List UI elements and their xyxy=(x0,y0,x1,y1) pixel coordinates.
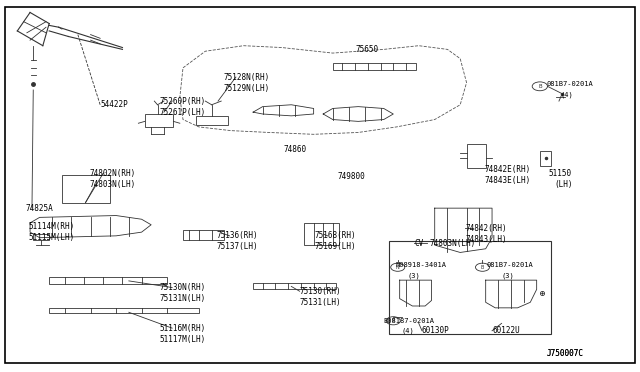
Text: 74825A: 74825A xyxy=(26,203,53,213)
Text: 081B7-0201A: 081B7-0201A xyxy=(487,262,534,268)
Text: B08187-0201A: B08187-0201A xyxy=(384,318,435,324)
Text: N08918-3401A: N08918-3401A xyxy=(395,262,446,268)
Text: 75137(LH): 75137(LH) xyxy=(217,243,259,251)
Bar xyxy=(333,63,415,70)
Text: 74860: 74860 xyxy=(283,145,306,154)
Text: N: N xyxy=(396,265,399,270)
Text: B: B xyxy=(481,265,484,270)
Text: 54422P: 54422P xyxy=(100,100,128,109)
Bar xyxy=(62,175,109,203)
Text: 75131(LH): 75131(LH) xyxy=(300,298,341,307)
Text: 51150: 51150 xyxy=(548,169,572,177)
Text: 75129N(LH): 75129N(LH) xyxy=(223,84,269,93)
Text: 75131N(LH): 75131N(LH) xyxy=(159,294,205,303)
Text: 74842(RH): 74842(RH) xyxy=(465,224,507,233)
Text: 74842E(RH): 74842E(RH) xyxy=(484,165,531,174)
Text: 75136(RH): 75136(RH) xyxy=(217,231,259,240)
Text: 60122U: 60122U xyxy=(492,326,520,335)
Text: 74843(LH): 74843(LH) xyxy=(465,235,507,244)
Bar xyxy=(49,277,167,284)
Text: 75168(RH): 75168(RH) xyxy=(315,231,356,240)
Text: 75130(RH): 75130(RH) xyxy=(300,287,341,296)
Bar xyxy=(467,144,486,167)
Text: 74843E(LH): 74843E(LH) xyxy=(484,176,531,185)
Text: (3): (3) xyxy=(502,272,515,279)
Text: CV: CV xyxy=(414,239,424,248)
Text: (LH): (LH) xyxy=(554,180,573,189)
Text: 51115M(LH): 51115M(LH) xyxy=(28,233,74,242)
Text: B: B xyxy=(538,84,541,89)
Text: 75130N(RH): 75130N(RH) xyxy=(159,283,205,292)
Text: J750007C: J750007C xyxy=(546,350,583,359)
Text: (3): (3) xyxy=(408,272,420,279)
Text: 75169(LH): 75169(LH) xyxy=(315,243,356,251)
Text: (4): (4) xyxy=(561,91,573,98)
Bar xyxy=(145,114,173,127)
Text: 75650: 75650 xyxy=(355,45,378,54)
Text: 51114M(RH): 51114M(RH) xyxy=(28,222,74,231)
Text: 74803N(LH): 74803N(LH) xyxy=(429,239,476,248)
Bar xyxy=(304,223,339,245)
Bar xyxy=(196,116,228,125)
Text: (4): (4) xyxy=(401,327,414,334)
Text: B: B xyxy=(392,318,395,323)
Text: 51117M(LH): 51117M(LH) xyxy=(159,335,205,344)
Text: 75128N(RH): 75128N(RH) xyxy=(223,73,269,81)
Bar xyxy=(253,283,336,289)
Bar xyxy=(49,308,199,313)
Bar xyxy=(389,241,551,334)
Text: 75261P(LH): 75261P(LH) xyxy=(159,108,205,117)
Text: 081B7-0201A: 081B7-0201A xyxy=(546,81,593,87)
Text: J750007C: J750007C xyxy=(546,350,583,359)
Text: 51116M(RH): 51116M(RH) xyxy=(159,324,205,333)
Text: 75260P(RH): 75260P(RH) xyxy=(159,97,205,106)
Text: 74803N(LH): 74803N(LH) xyxy=(90,180,136,189)
Text: 749800: 749800 xyxy=(338,172,365,181)
Bar xyxy=(540,151,551,166)
Text: 60130P: 60130P xyxy=(422,326,450,335)
Bar xyxy=(183,230,225,240)
Text: 74802N(RH): 74802N(RH) xyxy=(90,169,136,177)
Bar xyxy=(33,234,49,240)
